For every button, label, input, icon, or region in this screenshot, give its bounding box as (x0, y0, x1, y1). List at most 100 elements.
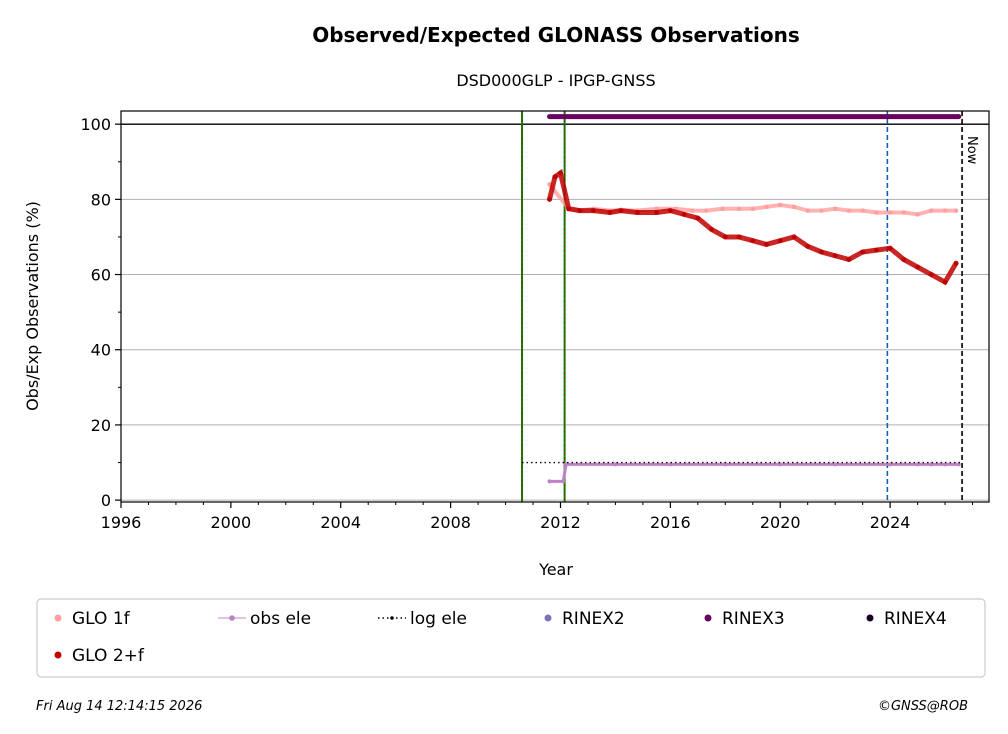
legend-marker (229, 615, 235, 621)
legend-marker (544, 614, 552, 622)
legend-label: obs ele (250, 609, 311, 629)
glo-1f-point (736, 206, 742, 211)
glo-2f-point (558, 170, 563, 176)
glo-1f-point (832, 206, 838, 211)
glo-1f-point (860, 208, 865, 213)
glo-2f-point (750, 238, 756, 244)
glo-2f-point (873, 247, 879, 253)
legend-label: GLO 1f (72, 609, 131, 629)
y-axis-label: Obs/Exp Observations (%) (23, 201, 42, 411)
glo-1f-point (764, 204, 769, 210)
legend-item: GLO 2+f (54, 646, 145, 666)
glo-2f-point (805, 243, 811, 249)
glo-2f-point (566, 206, 572, 212)
glo-2f-point (764, 242, 769, 247)
glo-2f-point (667, 208, 673, 214)
obs-ele-point (613, 462, 618, 467)
y-tick-label: 40 (91, 341, 111, 360)
legend-item: obs ele (218, 609, 311, 629)
y-tick-label: 80 (91, 190, 111, 209)
x-tick-label: 2012 (540, 513, 581, 532)
glo-2f-point (832, 253, 838, 259)
footer-credit: ©GNSS@ROB (878, 699, 968, 714)
x-tick-label: 2008 (430, 513, 471, 532)
legend-label: RINEX4 (884, 609, 947, 629)
glo-1f-point (901, 210, 907, 215)
y-tick-label: 0 (101, 491, 111, 510)
glo-2f-point (953, 260, 959, 266)
legend-item: log ele (378, 609, 467, 629)
chart-subtitle: DSD000GLP - IPGP-GNSS (456, 71, 655, 90)
glo-2f-series (547, 170, 959, 285)
obs-ele-point (563, 462, 568, 467)
glo-1f-point (703, 208, 709, 213)
glo-2f-point (736, 234, 742, 240)
obs-ele-line (549, 462, 959, 483)
grid-lines (121, 123, 989, 501)
legend-label: RINEX2 (562, 609, 625, 629)
legend-marker (54, 651, 62, 659)
legend-marker (390, 616, 394, 620)
obs-ele-point (888, 462, 893, 467)
legend-marker (866, 614, 874, 622)
legend-marker (54, 614, 62, 622)
glo-1f-point (778, 202, 783, 208)
x-axis-label: Year (538, 560, 573, 579)
glo-1f-point (791, 204, 797, 210)
glo-2f-point (618, 208, 624, 214)
glo-1f-point (846, 208, 852, 213)
glo-2f-point (860, 249, 866, 255)
glo-1f-point (819, 208, 824, 213)
y-tick-label: 60 (91, 266, 111, 285)
glo-2f-point (942, 279, 948, 285)
glo-1f-point (887, 210, 893, 215)
legend-label: GLO 2+f (72, 646, 145, 666)
obs-ele-point (561, 479, 566, 484)
glo-2f-point (887, 245, 893, 251)
legend-item: RINEX3 (704, 609, 785, 629)
glo-2f-point (901, 257, 907, 262)
obs-ele-point (915, 462, 920, 467)
x-tick-label: 2000 (211, 513, 252, 532)
glo-2f-point (791, 234, 797, 240)
x-tick-label: 2016 (650, 513, 691, 532)
x-tick-label: 2004 (320, 513, 361, 532)
glo-2f-point (547, 196, 552, 202)
plot-frame (120, 110, 990, 503)
legend: GLO 1f obs ele log ele RINEX2 RINEX3 RINEX4 GL… (54, 609, 947, 666)
glo-2f-point (654, 210, 660, 215)
x-tick-label: 2020 (760, 513, 801, 532)
obs-ele-point (833, 462, 838, 467)
y-tick-label: 100 (80, 115, 111, 134)
legend-box (36, 598, 986, 678)
glo-2f-band (547, 168, 959, 286)
x-axis: 1996 2000 2004 2008 2012 2016 2020 2024 (101, 502, 974, 532)
glo-1f-point (915, 212, 920, 217)
glo-2f-point (577, 208, 583, 214)
legend-label: RINEX3 (722, 609, 785, 629)
glo-2f-point (709, 227, 714, 232)
glo-2f-point (928, 272, 934, 277)
legend-label: log ele (410, 609, 467, 629)
chart-title: Observed/Expected GLONASS Observations (312, 23, 800, 47)
glo-1f-point (953, 208, 959, 213)
obs-ele-point (547, 479, 552, 484)
obs-ele-point (956, 462, 961, 467)
glo-2f-point (915, 264, 920, 270)
y-axis: 0 20 40 60 80 100 (80, 115, 121, 510)
obs-ele-point (929, 462, 934, 467)
x-tick-label: 2024 (870, 513, 911, 532)
glo-1f-point (750, 206, 755, 211)
glo-2f-point (819, 249, 824, 255)
now-label: Now (964, 136, 979, 165)
legend-item: RINEX4 (866, 609, 947, 629)
glo-1f-point (690, 208, 695, 213)
glo-2f-point (591, 208, 596, 214)
obs-ele-point (943, 462, 948, 467)
glo-1f-point (805, 208, 810, 213)
obs-ele-point (723, 462, 728, 467)
glo-2f-point (552, 174, 558, 180)
glo-1f-point (874, 210, 879, 215)
legend-item: GLO 1f (54, 609, 131, 629)
